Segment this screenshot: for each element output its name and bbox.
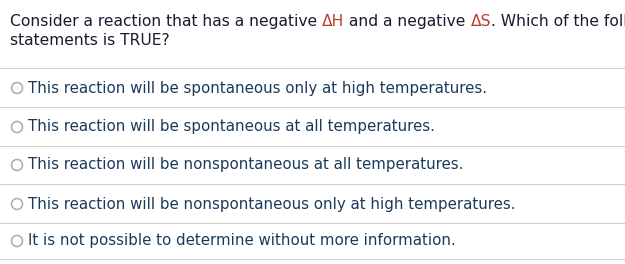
Text: This reaction will be spontaneous at all temperatures.: This reaction will be spontaneous at all… — [29, 120, 436, 134]
Text: ΔS: ΔS — [471, 14, 491, 29]
Text: statements is TRUE?: statements is TRUE? — [10, 33, 170, 48]
Text: . Which of the following: . Which of the following — [491, 14, 625, 29]
Text: and a negative: and a negative — [344, 14, 471, 29]
Text: This reaction will be nonspontaneous at all temperatures.: This reaction will be nonspontaneous at … — [29, 158, 464, 172]
Text: This reaction will be spontaneous only at high temperatures.: This reaction will be spontaneous only a… — [29, 81, 488, 96]
Text: ΔH: ΔH — [322, 14, 344, 29]
Text: This reaction will be nonspontaneous only at high temperatures.: This reaction will be nonspontaneous onl… — [29, 196, 516, 211]
Text: It is not possible to determine without more information.: It is not possible to determine without … — [29, 233, 456, 248]
Text: Consider a reaction that has a negative: Consider a reaction that has a negative — [10, 14, 322, 29]
